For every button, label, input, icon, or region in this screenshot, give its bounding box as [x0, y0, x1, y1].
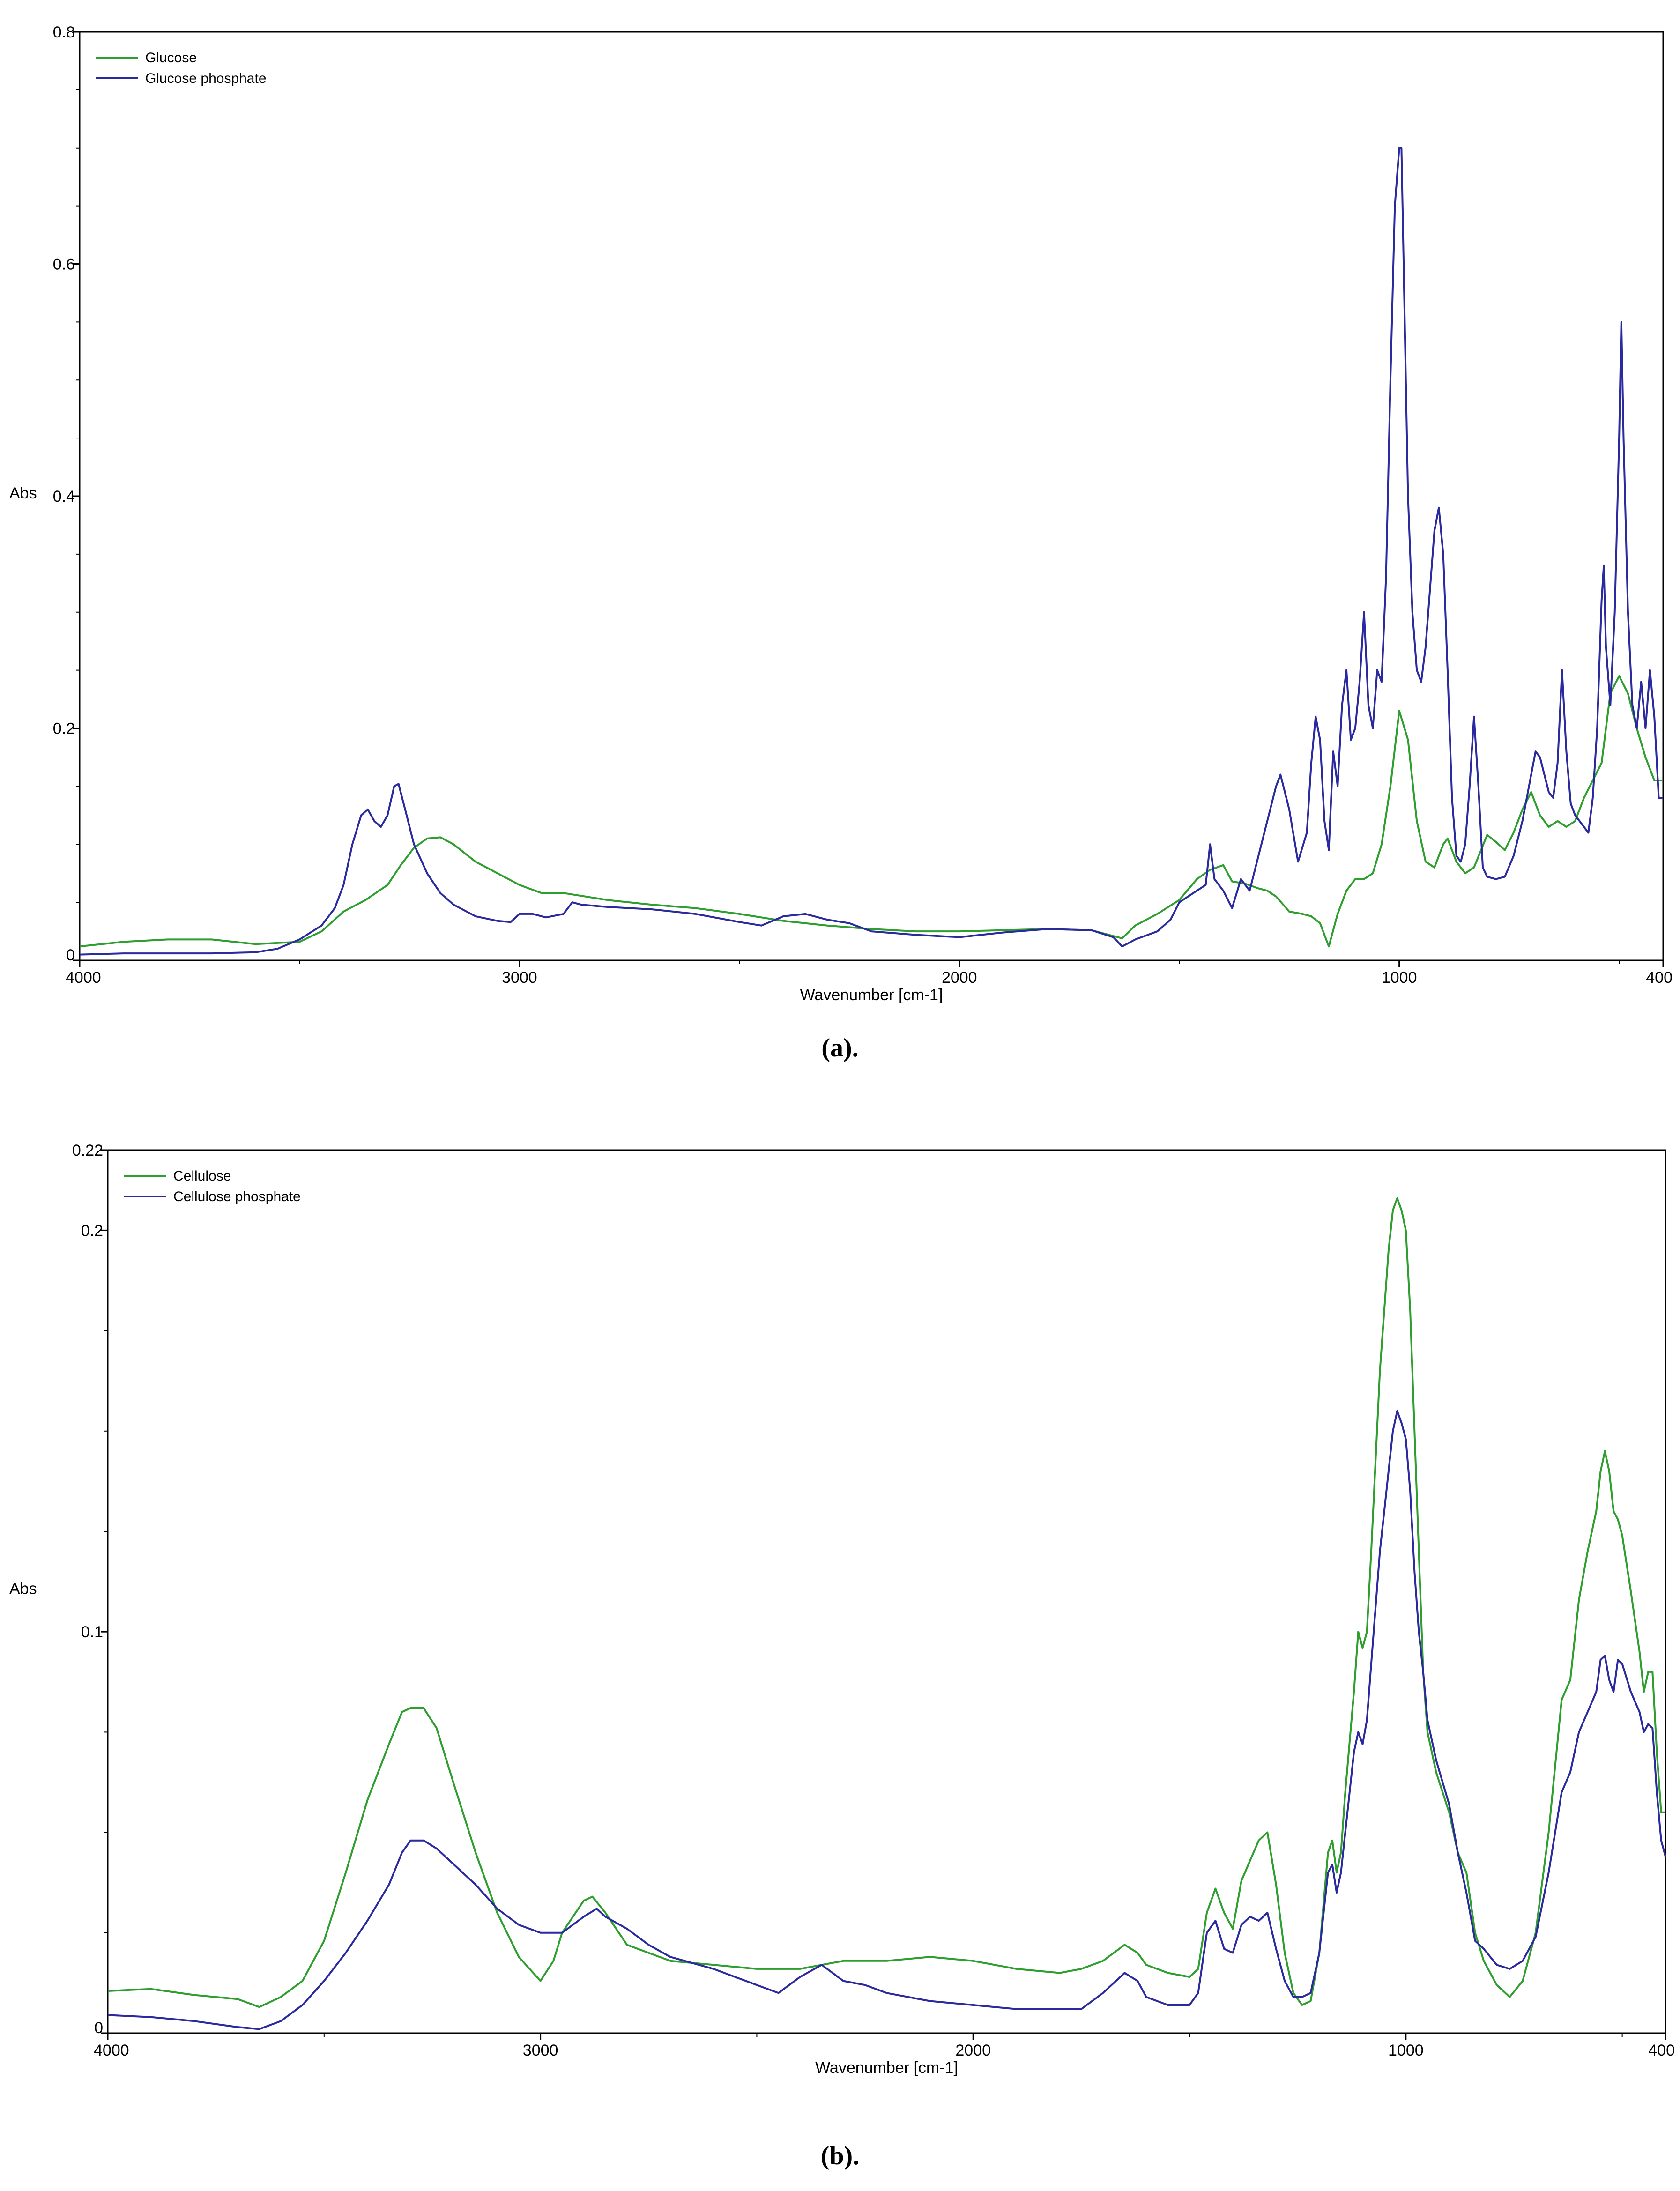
series-line-cellulose: [107, 1197, 1665, 2008]
plot-frame-a: [79, 31, 1664, 961]
series-line-cellulose-phosphate: [107, 1410, 1666, 2030]
y-tick-label-b: 0: [94, 2019, 103, 2037]
x-tick-label-a: 2000: [942, 969, 977, 987]
panel-caption-a: (a).: [821, 1033, 859, 1062]
x-tick-label-b: 400: [1648, 2042, 1675, 2059]
y-axis-label-a: Abs: [9, 484, 37, 502]
y-axis-label-b: Abs: [9, 1580, 37, 1598]
y-tick-label-b: 0.1: [81, 1623, 103, 1641]
y-tick-label-b: 0.22: [72, 1142, 103, 1159]
y-tick-label-a: 0: [66, 946, 75, 964]
y-tick-label-a: 0.2: [53, 720, 75, 738]
legend-label-a: Glucose: [145, 50, 197, 66]
x-tick-label-a: 3000: [502, 969, 537, 987]
chart-panel-a: 0 0.2 0.4 0.6 0.8 4000 3000 2000 1000 400 Wavenumb…: [9, 23, 1673, 1004]
x-tick-label-b: 2000: [955, 2042, 991, 2059]
x-tick-label-a: 4000: [66, 969, 101, 987]
legend-label-b: Cellulose phosphate: [173, 1189, 301, 1204]
x-tick-label-a: 1000: [1382, 969, 1417, 987]
series-line-glucose-phosphate: [79, 147, 1663, 956]
panel-caption-b: (b).: [820, 2141, 860, 2170]
x-tick-label-b: 1000: [1388, 2042, 1424, 2059]
x-tick-label-b: 3000: [523, 2042, 558, 2059]
x-axis-label-a: Wavenumber [cm-1]: [800, 986, 943, 1004]
x-tick-label-a: 400: [1646, 969, 1673, 987]
y-tick-label-b: 0.2: [81, 1222, 103, 1240]
legend-label-a: Glucose phosphate: [145, 71, 267, 86]
y-tick-label-a: 0.8: [53, 23, 75, 41]
y-tick-label-a: 0.4: [53, 488, 75, 505]
x-axis-label-b: Wavenumber [cm-1]: [815, 2059, 958, 2077]
x-tick-label-b: 4000: [94, 2042, 129, 2059]
series-line-glucose: [79, 675, 1663, 948]
legend-label-b: Cellulose: [173, 1168, 231, 1184]
y-tick-label-a: 0.6: [53, 256, 75, 274]
chart-panel-b: 0 0.1 0.2 0.22 4000 3000 2000 1000 400 Wavenumber…: [9, 1142, 1675, 2077]
plot-frame-b: [107, 1149, 1666, 2034]
